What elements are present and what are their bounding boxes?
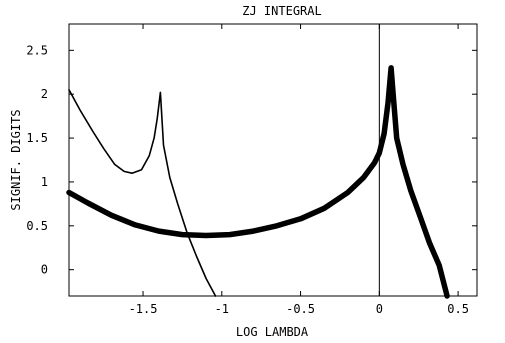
x-axis-label: LOG LAMBDA	[236, 325, 309, 339]
thin-series-line	[68, 89, 217, 297]
y-tick-label: 2.5	[26, 43, 48, 57]
thick-series-line	[66, 65, 450, 299]
series-layer	[66, 65, 450, 299]
x-tick-label: -1	[215, 302, 229, 316]
x-tick-label: 0.5	[447, 302, 469, 316]
y-tick-label: 0	[41, 263, 48, 277]
chart-title: ZJ INTEGRAL	[242, 4, 321, 18]
y-tick-label: 2	[41, 87, 48, 101]
plot-area: 0 0.5 1 1.5 2 2.5 -1.5 -1 -0.5 0 0.5	[26, 23, 478, 316]
x-tick-label: -0.5	[286, 302, 315, 316]
y-tick-label: 0.5	[26, 219, 48, 233]
x-tick-label: -1.5	[129, 302, 158, 316]
x-axis-ticks: -1.5 -1 -0.5 0 0.5	[129, 24, 469, 316]
y-axis-label: SIGNIF. DIGITS	[9, 109, 23, 210]
y-axis-ticks: 0 0.5 1 1.5 2 2.5	[26, 43, 477, 277]
x-tick-label: 0	[376, 302, 383, 316]
y-tick-label: 1.5	[26, 131, 48, 145]
plot-frame	[68, 23, 478, 297]
y-tick-label: 1	[41, 175, 48, 189]
